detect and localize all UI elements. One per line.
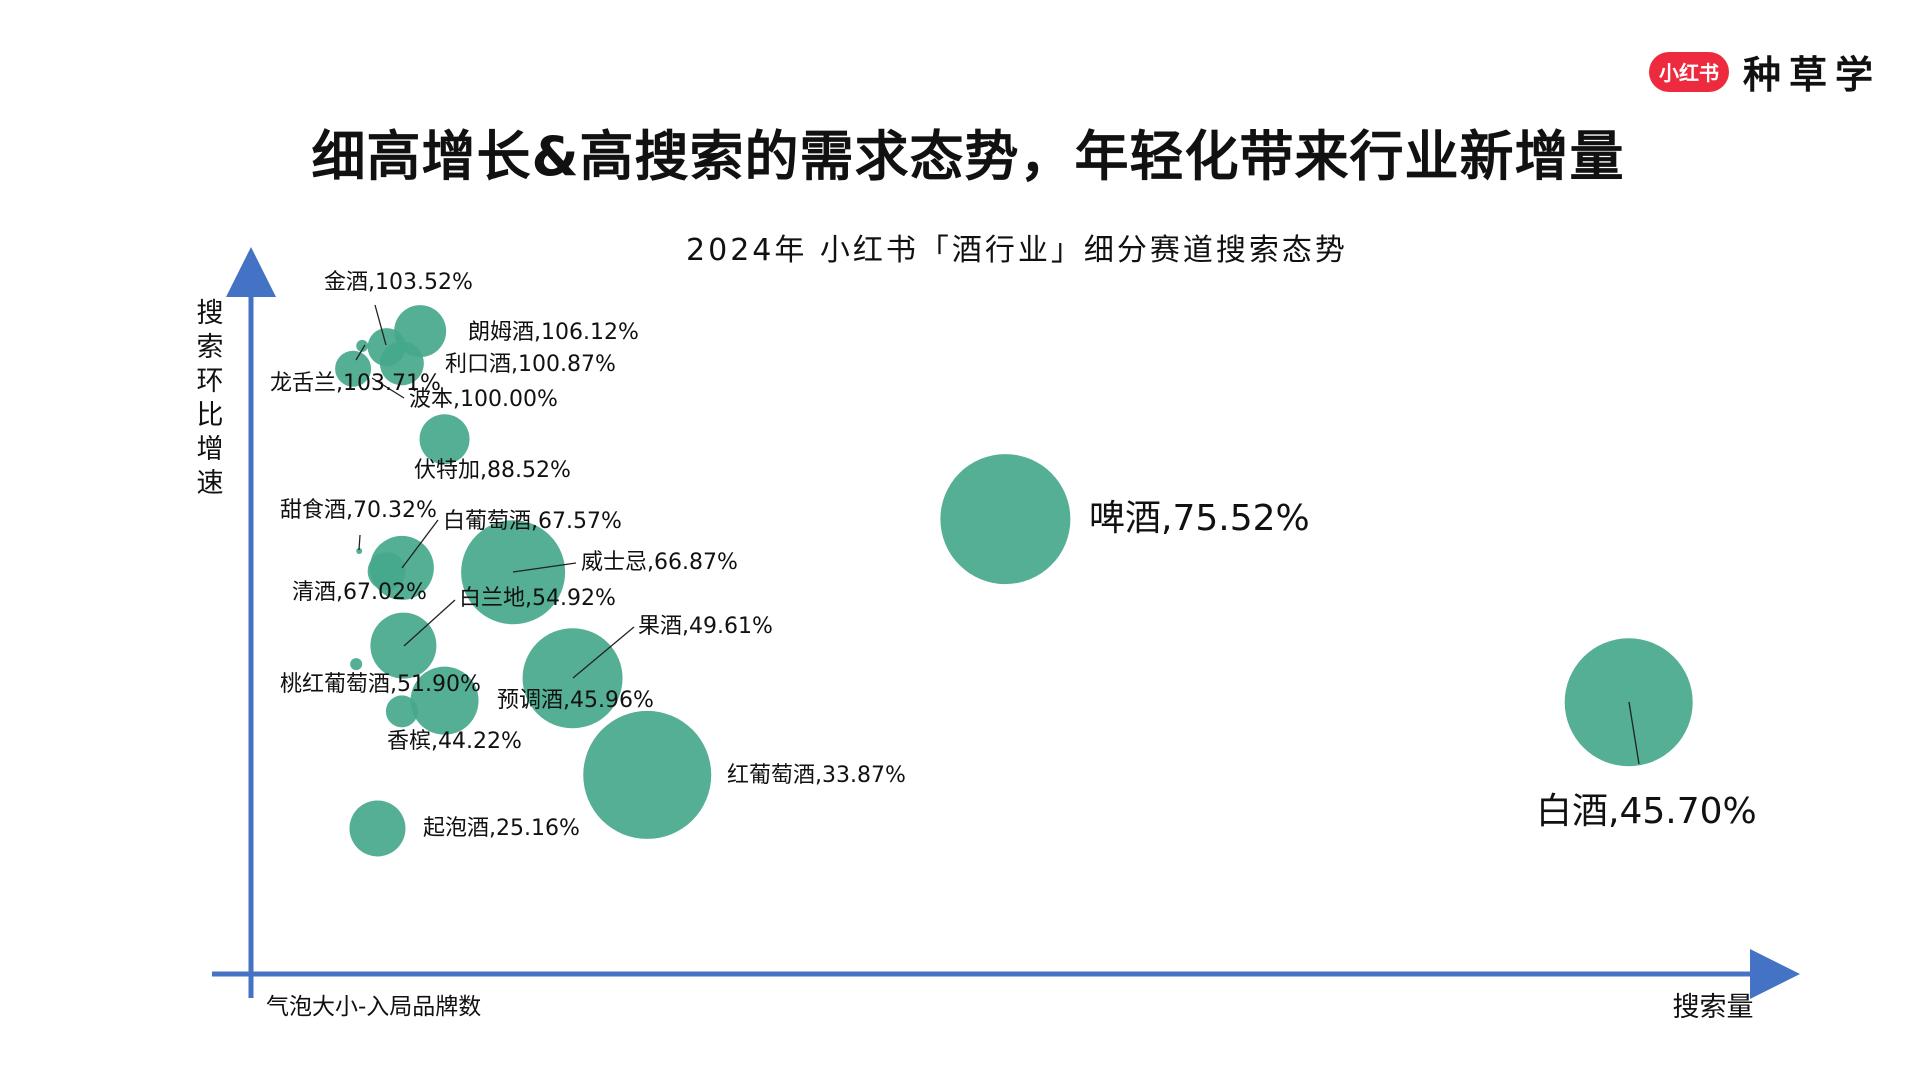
data-label: 清酒,67.02% <box>292 580 427 605</box>
data-label: 桃红葡萄酒,51.90% <box>280 672 481 697</box>
data-label: 红葡萄酒,33.87% <box>727 763 906 788</box>
data-label: 果酒,49.61% <box>638 614 773 639</box>
leader-line <box>358 534 361 551</box>
bubble-香槟 <box>385 695 418 728</box>
leader-line <box>371 377 405 399</box>
bubble-龙舌兰 <box>356 339 369 352</box>
data-label: 香槟,44.22% <box>387 729 522 754</box>
x-axis-label: 搜索量 <box>1673 992 1754 1023</box>
leader-line <box>403 599 456 647</box>
bubble-size-note: 气泡大小-入局品牌数 <box>266 994 481 1020</box>
y-axis-label-char: 速 <box>197 468 224 499</box>
bubble-红葡萄酒 <box>583 710 712 839</box>
bubble-预调酒 <box>410 666 479 735</box>
leader-line <box>572 626 635 679</box>
bubble-金酒 <box>367 328 406 367</box>
y-axis-label-char: 环 <box>197 366 224 397</box>
bubble-啤酒 <box>940 454 1071 585</box>
data-label: 波本,100.00% <box>409 387 558 412</box>
data-label: 利口酒,100.87% <box>445 352 616 377</box>
data-label: 金酒,103.52% <box>324 270 473 295</box>
data-label: 啤酒,75.52% <box>1089 498 1310 539</box>
leader-line <box>355 344 366 361</box>
y-axis-label-char: 比 <box>197 400 224 431</box>
y-axis-label-char: 搜 <box>197 298 224 329</box>
brand-logo: 小红书 种草学 <box>1649 44 1881 99</box>
data-label: 起泡酒,25.16% <box>423 816 580 841</box>
bubble-清酒 <box>367 552 406 591</box>
data-label: 白葡萄酒,67.57% <box>443 509 622 534</box>
data-label: 朗姆酒,106.12% <box>468 320 639 345</box>
xiaohongshu-badge: 小红书 <box>1649 51 1729 92</box>
page-title: 细高增长&高搜索的需求态势，年轻化带来行业新增量 <box>311 125 1625 188</box>
data-label: 威士忌,66.87% <box>581 550 738 575</box>
bubble-白兰地 <box>370 612 437 679</box>
logo-text: 种草学 <box>1743 53 1882 97</box>
data-label: 预调酒,45.96% <box>497 688 654 713</box>
leader-line <box>1628 701 1640 765</box>
bubble-甜食酒 <box>356 548 363 555</box>
y-axis-label-char: 索 <box>197 332 224 363</box>
leader-line <box>512 562 577 573</box>
leader-line <box>374 304 387 346</box>
bubble-起泡酒 <box>349 800 406 857</box>
y-axis-label-char: 增 <box>197 434 224 465</box>
data-label: 龙舌兰,103.71% <box>270 371 441 396</box>
bubble-伏特加 <box>419 414 470 465</box>
bubble-果酒 <box>522 628 623 729</box>
data-label: 白兰地,54.92% <box>459 586 616 611</box>
data-label: 伏特加,88.52% <box>414 458 571 483</box>
bubble-桃红葡萄酒 <box>350 658 363 671</box>
bubble-波本 <box>335 350 372 387</box>
chart-title: 2024年 小红书「酒行业」细分赛道搜索态势 <box>686 233 1348 268</box>
data-label: 甜食酒,70.32% <box>280 498 437 523</box>
data-label: 白酒,45.70% <box>1536 791 1757 832</box>
leader-line <box>401 519 439 569</box>
